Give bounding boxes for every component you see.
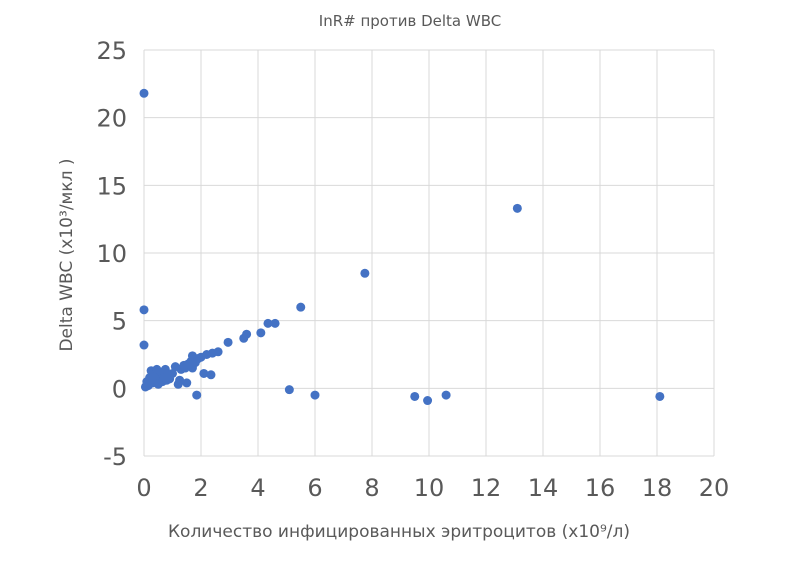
data-point (655, 391, 665, 401)
y-axis-ticks: 25 20 15 10 5 0 -5 (96, 37, 127, 471)
data-point (182, 378, 192, 388)
data-point (168, 368, 177, 378)
data-point (296, 302, 306, 312)
x-tick-label: 0 (136, 474, 151, 502)
x-tick-label: 16 (585, 474, 616, 502)
data-point (270, 318, 280, 328)
grid (143, 49, 715, 457)
data-point (139, 340, 149, 350)
data-point (410, 391, 420, 401)
data-point (139, 305, 149, 315)
data-points (139, 88, 665, 406)
y-tick-label: 25 (96, 37, 127, 65)
data-point (360, 268, 370, 278)
y-tick-label: 0 (112, 375, 127, 403)
x-tick-label: 8 (364, 474, 379, 502)
x-tick-label: 12 (471, 474, 502, 502)
data-point (310, 390, 320, 400)
data-point (139, 88, 149, 98)
x-tick-label: 20 (699, 474, 730, 502)
y-tick-label: 5 (112, 308, 127, 336)
data-point (192, 390, 202, 400)
x-tick-label: 18 (642, 474, 673, 502)
y-tick-label: 15 (96, 172, 127, 200)
y-tick-label: 10 (96, 240, 127, 268)
x-tick-label: 10 (414, 474, 445, 502)
data-point (512, 203, 522, 213)
data-point (263, 318, 273, 328)
y-tick-label: 20 (96, 105, 127, 133)
x-tick-label: 6 (307, 474, 322, 502)
x-tick-label: 2 (193, 474, 208, 502)
x-axis-ticks: 0 2 4 6 8 10 12 14 16 18 20 (136, 474, 729, 502)
chart-title: InR# против Delta WBC (319, 12, 501, 30)
data-point (199, 368, 209, 378)
x-tick-label: 4 (250, 474, 265, 502)
y-tick-label: -5 (103, 443, 127, 471)
data-point (256, 328, 266, 338)
x-tick-label: 14 (528, 474, 559, 502)
data-point (242, 329, 252, 339)
data-point (441, 390, 451, 400)
data-point (223, 337, 233, 347)
data-point (175, 375, 185, 385)
data-point (213, 347, 223, 357)
y-axis-label: Delta WBC (x10³/мкл ) (57, 158, 77, 351)
x-axis-label: Количество инфицированных эритроцитов (x… (168, 522, 630, 542)
data-point (284, 385, 294, 395)
data-point (423, 396, 433, 406)
data-point (206, 370, 216, 380)
